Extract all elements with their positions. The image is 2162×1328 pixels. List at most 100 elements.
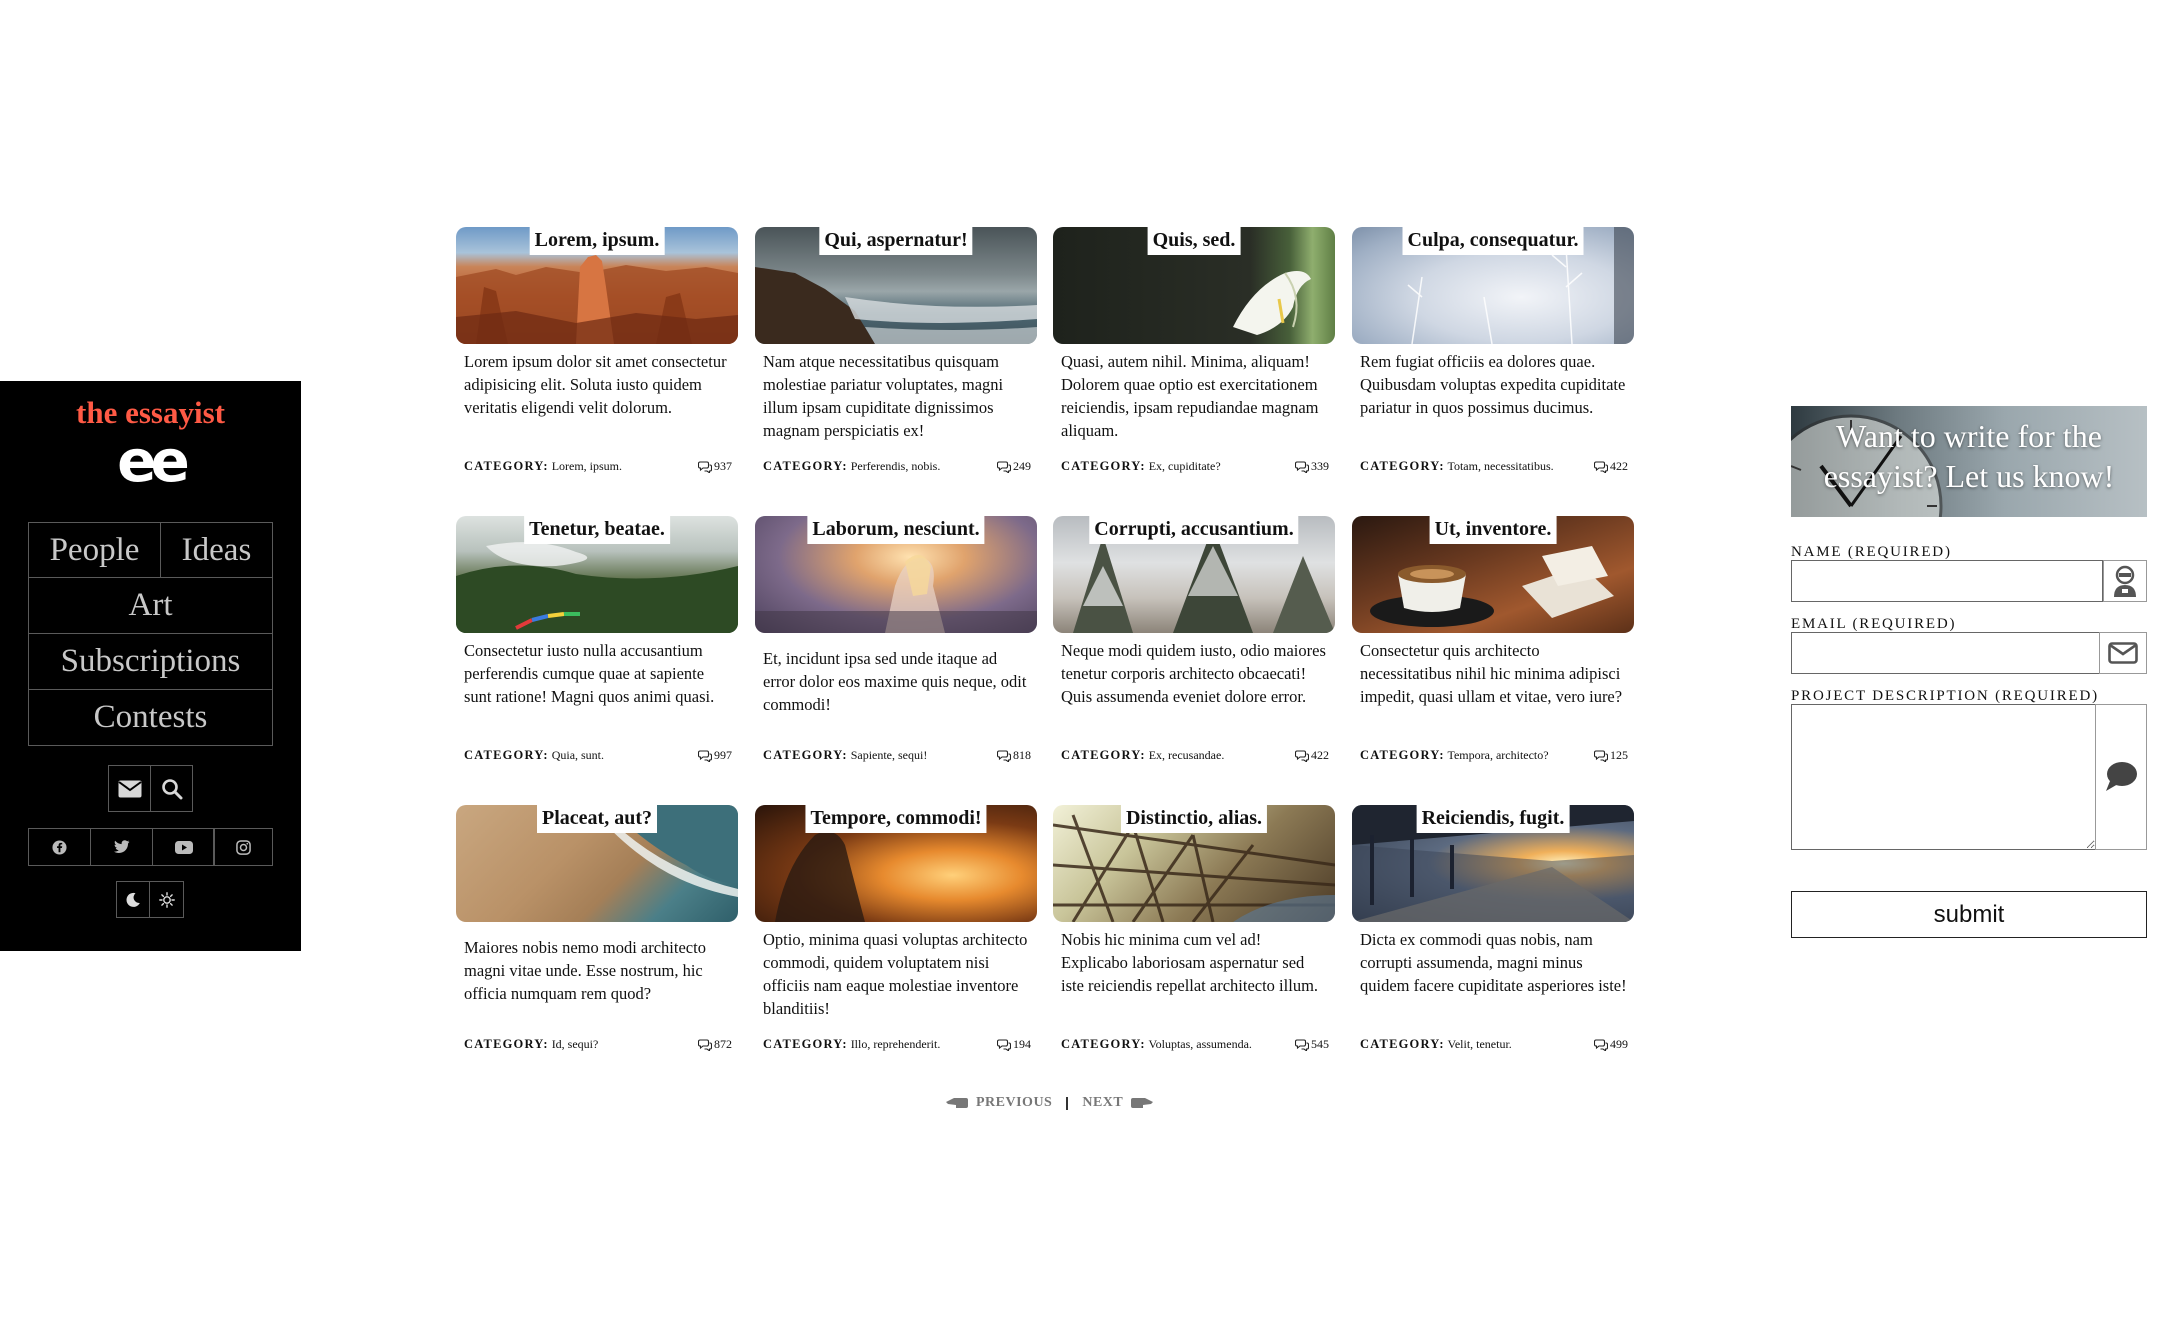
article-title[interactable]: Qui, aspernatur! (819, 227, 973, 255)
category-label: CATEGORY: (1061, 459, 1146, 473)
article-meta: CATEGORY: Ex, cupiditate? 339 (1061, 459, 1329, 474)
email-label: EMAIL (REQUIRED) (1791, 616, 1957, 632)
dark-mode-toggle[interactable] (116, 881, 150, 918)
nav-ideas[interactable]: Ideas (160, 522, 273, 578)
previous-link[interactable]: PREVIOUS (976, 1095, 1053, 1110)
category-value[interactable]: Lorem, ipsum. (551, 459, 623, 473)
comment-count[interactable]: 997 (698, 748, 732, 763)
brand-logo[interactable]: ee (117, 427, 190, 495)
article-image[interactable] (456, 516, 738, 633)
comment-count[interactable]: 249 (997, 459, 1031, 474)
article-image[interactable] (1352, 805, 1634, 922)
next-link[interactable]: NEXT (1082, 1095, 1124, 1110)
article-excerpt: Consectetur quis architecto necessitatib… (1360, 641, 1623, 706)
light-mode-toggle[interactable] (149, 881, 184, 918)
article-card[interactable]: Tempore, commodi! Optio, minima quasi vo… (755, 805, 1037, 1080)
comment-count[interactable]: 422 (1295, 748, 1329, 763)
comment-count[interactable]: 422 (1594, 459, 1628, 474)
article-title[interactable]: Ut, inventore. (1429, 516, 1557, 544)
category-value[interactable]: Ex, recusandae. (1148, 748, 1225, 762)
article-card[interactable]: Distinctio, alias. Nobis hic minima cum … (1053, 805, 1335, 1080)
article-title[interactable]: Reiciendis, fugit. (1416, 805, 1570, 833)
category-value[interactable]: Voluptas, assumenda. (1148, 1037, 1252, 1051)
envelope-icon (117, 780, 142, 797)
speech-bubble-icon (2106, 762, 2137, 791)
article-card[interactable]: Ut, inventore. Consectetur quis architec… (1352, 516, 1634, 791)
twitter-link[interactable] (90, 828, 153, 866)
comments-icon (1295, 749, 1309, 762)
article-image[interactable] (755, 805, 1037, 922)
article-excerpt: Nam atque necessitatibus quisquam molest… (763, 352, 1004, 440)
article-card[interactable]: Corrupti, accusantium. Neque modi quidem… (1053, 516, 1335, 791)
category-label: CATEGORY: (1061, 1037, 1146, 1051)
article-excerpt: Quasi, autem nihil. Minima, aliquam! Dol… (1061, 352, 1319, 440)
article-meta: CATEGORY: Totam, necessitatibus. 422 (1360, 459, 1628, 474)
category-value[interactable]: Totam, necessitatibus. (1447, 459, 1554, 473)
email-field[interactable] (1791, 632, 2100, 674)
article-card[interactable]: Tenetur, beatae. Consectetur iusto nulla… (456, 516, 738, 791)
brand-name[interactable]: the essayist (76, 395, 225, 430)
comment-count[interactable]: 937 (698, 459, 732, 474)
article-card[interactable]: Qui, aspernatur! Nam atque necessitatibu… (755, 227, 1037, 502)
category-value[interactable]: Velit, tenetur. (1447, 1037, 1512, 1051)
article-image[interactable] (1352, 516, 1634, 633)
nav-art[interactable]: Art (28, 577, 273, 634)
article-title[interactable]: Laborum, nesciunt. (807, 516, 985, 544)
article-card[interactable]: Quis, sed. Quasi, autem nihil. Minima, a… (1053, 227, 1335, 502)
article-title[interactable]: Corrupti, accusantium. (1089, 516, 1299, 544)
instagram-link[interactable] (213, 828, 273, 866)
search-button[interactable] (150, 765, 193, 812)
article-card[interactable]: Lorem, ipsum. Lorem ipsum dolor sit amet… (456, 227, 738, 502)
facebook-link[interactable] (28, 828, 91, 866)
comment-count-value: 997 (714, 748, 732, 762)
submit-button[interactable]: submit (1791, 891, 2147, 938)
comment-count-value: 937 (714, 459, 732, 473)
category-label: CATEGORY: (1360, 1037, 1445, 1051)
comment-count[interactable]: 194 (997, 1037, 1031, 1052)
article-title[interactable]: Distinctio, alias. (1120, 805, 1268, 833)
category-value[interactable]: Sapiente, sequi! (850, 748, 928, 762)
email-button[interactable] (108, 765, 151, 812)
category-value[interactable]: Perferendis, nobis. (850, 459, 941, 473)
article-title[interactable]: Placeat, aut? (537, 805, 657, 833)
article-image[interactable] (456, 227, 738, 344)
comments-icon (997, 460, 1011, 473)
comment-count[interactable]: 872 (698, 1037, 732, 1052)
article-card[interactable]: Laborum, nesciunt. Et, incidunt ipsa sed… (755, 516, 1037, 791)
article-meta: CATEGORY: Id, sequi? 872 (464, 1037, 732, 1052)
category-value[interactable]: Tempora, architecto? (1447, 748, 1549, 762)
article-title[interactable]: Lorem, ipsum. (529, 227, 665, 255)
category-value[interactable]: Quia, sunt. (551, 748, 605, 762)
nav-subscriptions[interactable]: Subscriptions (28, 633, 273, 690)
project-description-field[interactable] (1791, 704, 2096, 850)
article-card[interactable]: Culpa, consequatur. Rem fugiat officiis … (1352, 227, 1634, 502)
name-field[interactable] (1791, 560, 2103, 602)
article-title[interactable]: Tenetur, beatae. (524, 516, 670, 544)
article-card[interactable]: Placeat, aut? Maiores nobis nemo modi ar… (456, 805, 738, 1080)
comment-count[interactable]: 125 (1594, 748, 1628, 763)
article-card[interactable]: Reiciendis, fugit. Dicta ex commodi quas… (1352, 805, 1634, 1080)
youtube-link[interactable] (152, 828, 215, 866)
category-value[interactable]: Illo, reprehenderit. (850, 1037, 941, 1051)
article-excerpt: Maiores nobis nemo modi architecto magni… (464, 938, 706, 1003)
article-meta: CATEGORY: Illo, reprehenderit. 194 (763, 1037, 1031, 1052)
comments-icon (1594, 749, 1608, 762)
comment-count[interactable]: 339 (1295, 459, 1329, 474)
article-title[interactable]: Culpa, consequatur. (1402, 227, 1584, 255)
comment-count[interactable]: 818 (997, 748, 1031, 763)
comments-icon (997, 749, 1011, 762)
nav-contests[interactable]: Contests (28, 689, 273, 746)
category-value[interactable]: Id, sequi? (551, 1037, 599, 1051)
comment-count[interactable]: 545 (1295, 1037, 1329, 1052)
comment-count[interactable]: 499 (1594, 1037, 1628, 1052)
article-title[interactable]: Tempore, commodi! (805, 805, 987, 833)
category-label: CATEGORY: (464, 1037, 549, 1051)
pagination: PREVIOUS NEXT (946, 1095, 1154, 1111)
comment-count-value: 818 (1013, 748, 1031, 762)
comment-count-value: 125 (1610, 748, 1628, 762)
category-label: CATEGORY: (1360, 459, 1445, 473)
moon-icon (126, 892, 140, 907)
nav-people[interactable]: People (28, 522, 161, 578)
article-title[interactable]: Quis, sed. (1147, 227, 1241, 255)
category-value[interactable]: Ex, cupiditate? (1148, 459, 1221, 473)
